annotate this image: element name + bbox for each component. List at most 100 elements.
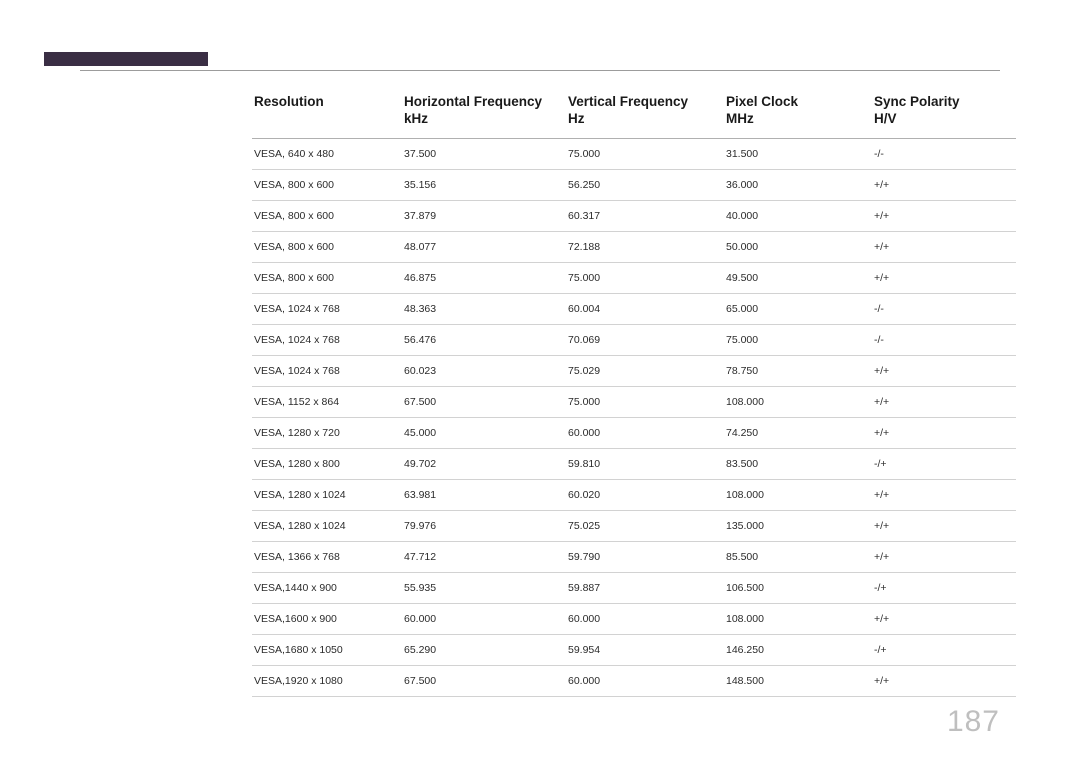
table-row: VESA, 1280 x 102463.98160.020108.000+/+	[252, 479, 1016, 510]
table-cell: 60.317	[566, 200, 724, 231]
col-header-vfreq: Vertical Frequency Hz	[566, 90, 724, 138]
table-cell: 46.875	[402, 262, 566, 293]
table-row: VESA,1920 x 108067.50060.000148.500+/+	[252, 665, 1016, 696]
top-horizontal-rule	[80, 70, 1000, 71]
table-cell: +/+	[872, 355, 1016, 386]
table-cell: 75.000	[566, 386, 724, 417]
table-cell: 78.750	[724, 355, 872, 386]
table-cell: VESA, 1280 x 720	[252, 417, 402, 448]
table-row: VESA, 1280 x 80049.70259.81083.500-/+	[252, 448, 1016, 479]
table-row: VESA,1680 x 105065.29059.954146.250-/+	[252, 634, 1016, 665]
table-cell: 65.000	[724, 293, 872, 324]
table-cell: +/+	[872, 231, 1016, 262]
table-row: VESA, 1024 x 76856.47670.06975.000-/-	[252, 324, 1016, 355]
table-cell: 59.887	[566, 572, 724, 603]
table-row: VESA,1440 x 90055.93559.887106.500-/+	[252, 572, 1016, 603]
col-sub: H/V	[874, 111, 1010, 128]
table-cell: VESA, 800 x 600	[252, 231, 402, 262]
table-cell: 50.000	[724, 231, 872, 262]
table-cell: 48.363	[402, 293, 566, 324]
table-cell: 40.000	[724, 200, 872, 231]
table-row: VESA, 1024 x 76860.02375.02978.750+/+	[252, 355, 1016, 386]
table-cell: 108.000	[724, 603, 872, 634]
col-header-resolution: Resolution	[252, 90, 402, 138]
col-title: Horizontal Frequency	[404, 94, 542, 109]
table-cell: -/+	[872, 634, 1016, 665]
table-row: VESA, 800 x 60035.15656.25036.000+/+	[252, 169, 1016, 200]
table-row: VESA, 640 x 48037.50075.00031.500-/-	[252, 138, 1016, 169]
table-cell: 108.000	[724, 479, 872, 510]
table-cell: +/+	[872, 200, 1016, 231]
table-cell: 45.000	[402, 417, 566, 448]
table-cell: +/+	[872, 262, 1016, 293]
table-cell: VESA, 1280 x 800	[252, 448, 402, 479]
table-cell: 60.000	[566, 603, 724, 634]
table-cell: +/+	[872, 386, 1016, 417]
page: Resolution Horizontal Frequency kHz Vert…	[0, 0, 1080, 763]
table-cell: 135.000	[724, 510, 872, 541]
table-row: VESA, 1152 x 86467.50075.000108.000+/+	[252, 386, 1016, 417]
table-cell: -/-	[872, 138, 1016, 169]
table-cell: 79.976	[402, 510, 566, 541]
table-cell: 60.004	[566, 293, 724, 324]
table-header-row: Resolution Horizontal Frequency kHz Vert…	[252, 90, 1016, 138]
table-cell: +/+	[872, 541, 1016, 572]
table-cell: 83.500	[724, 448, 872, 479]
col-header-hfreq: Horizontal Frequency kHz	[402, 90, 566, 138]
table-cell: -/-	[872, 293, 1016, 324]
col-sub: Hz	[568, 111, 718, 128]
table-cell: VESA, 1024 x 768	[252, 324, 402, 355]
col-header-pixelclock: Pixel Clock MHz	[724, 90, 872, 138]
table-cell: 31.500	[724, 138, 872, 169]
table-cell: -/+	[872, 448, 1016, 479]
table-cell: 75.000	[724, 324, 872, 355]
table-cell: VESA, 1024 x 768	[252, 355, 402, 386]
table-cell: VESA, 1152 x 864	[252, 386, 402, 417]
table-cell: 36.000	[724, 169, 872, 200]
page-number: 187	[947, 705, 1000, 739]
table-cell: 148.500	[724, 665, 872, 696]
table-cell: VESA, 1280 x 1024	[252, 510, 402, 541]
table-row: VESA,1600 x 90060.00060.000108.000+/+	[252, 603, 1016, 634]
table-cell: 37.500	[402, 138, 566, 169]
section-indicator-bar	[44, 52, 208, 66]
table-cell: 146.250	[724, 634, 872, 665]
table-cell: 59.954	[566, 634, 724, 665]
table-cell: 106.500	[724, 572, 872, 603]
table-cell: VESA, 800 x 600	[252, 200, 402, 231]
table-cell: +/+	[872, 603, 1016, 634]
table-cell: 75.000	[566, 138, 724, 169]
table-cell: 56.250	[566, 169, 724, 200]
table-row: VESA, 1024 x 76848.36360.00465.000-/-	[252, 293, 1016, 324]
timing-table: Resolution Horizontal Frequency kHz Vert…	[252, 90, 1016, 697]
table-cell: 60.000	[566, 417, 724, 448]
table-cell: 35.156	[402, 169, 566, 200]
col-title: Pixel Clock	[726, 94, 798, 109]
table-cell: +/+	[872, 417, 1016, 448]
table-cell: 56.476	[402, 324, 566, 355]
table-cell: VESA,1600 x 900	[252, 603, 402, 634]
table-cell: VESA, 800 x 600	[252, 262, 402, 293]
table-cell: 65.290	[402, 634, 566, 665]
table-cell: +/+	[872, 169, 1016, 200]
table-cell: +/+	[872, 479, 1016, 510]
table-cell: 63.981	[402, 479, 566, 510]
table-cell: +/+	[872, 665, 1016, 696]
table-cell: 47.712	[402, 541, 566, 572]
table-cell: 59.790	[566, 541, 724, 572]
col-title: Resolution	[254, 94, 324, 109]
col-sub: kHz	[404, 111, 560, 128]
table-row: VESA, 1280 x 72045.00060.00074.250+/+	[252, 417, 1016, 448]
table-cell: 67.500	[402, 386, 566, 417]
table-cell: +/+	[872, 510, 1016, 541]
table-cell: 72.188	[566, 231, 724, 262]
table-cell: 74.250	[724, 417, 872, 448]
table-cell: -/+	[872, 572, 1016, 603]
table-cell: VESA, 800 x 600	[252, 169, 402, 200]
table-row: VESA, 1366 x 76847.71259.79085.500+/+	[252, 541, 1016, 572]
table-cell: VESA, 640 x 480	[252, 138, 402, 169]
table-cell: 75.000	[566, 262, 724, 293]
col-sub: MHz	[726, 111, 866, 128]
table-cell: 60.000	[402, 603, 566, 634]
table-cell: 75.025	[566, 510, 724, 541]
